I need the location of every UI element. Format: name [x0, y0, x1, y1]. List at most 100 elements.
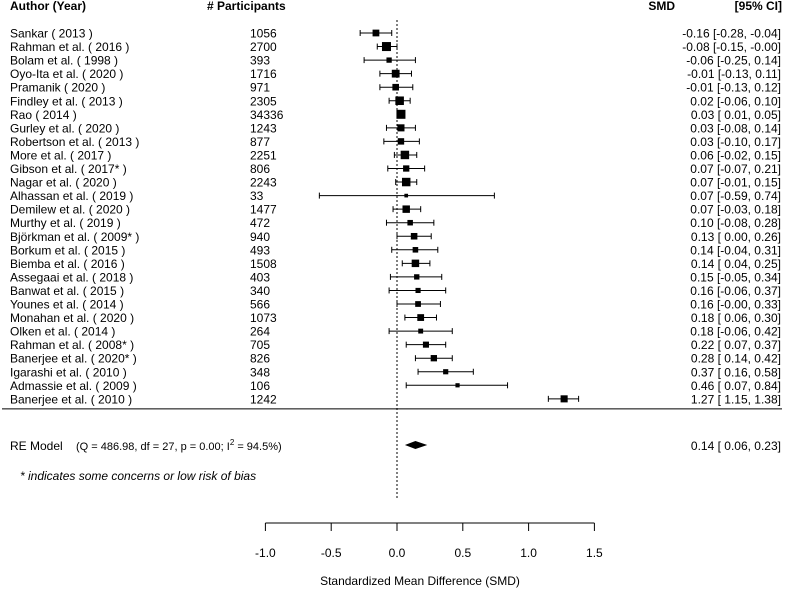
study-label: Olken et al. ( 2014 ) — [10, 325, 115, 339]
study-ci-text: 0.37 [ 0.16, 0.58] — [691, 365, 781, 379]
study-participants: 403 — [250, 270, 270, 284]
study-ci-text: 0.03 [ 0.01, 0.05] — [691, 108, 781, 122]
study-label: Murthy et al. ( 2019 ) — [10, 216, 121, 230]
study-row: Murthy et al. ( 2019 ) 472 0.10 [-0.08, 0.… — [10, 216, 781, 230]
study-row: Igarashi et al. ( 2010 ) 348 0.37 [ 0.16, … — [10, 365, 781, 379]
effect-point — [412, 247, 419, 253]
study-ci-text: -0.01 [-0.13, 0.12] — [686, 81, 781, 95]
study-row: Banwat et al. ( 2015 ) 340 0.16 [-0.06, 0.… — [10, 284, 781, 298]
effect-point — [402, 205, 410, 213]
effect-point — [415, 287, 421, 294]
study-participants: 1508 — [250, 257, 277, 271]
study-ci-text: 0.16 [-0.00, 0.33] — [690, 298, 781, 312]
summary-label: RE Model — [10, 439, 63, 453]
study-ci-text: 0.03 [-0.08, 0.14] — [690, 121, 781, 135]
effect-point — [396, 109, 406, 119]
effect-point — [386, 57, 392, 63]
study-label: Gurley et al. ( 2020 ) — [10, 121, 119, 135]
effect-point — [395, 96, 404, 106]
study-label: Rahman et al. ( 2016 ) — [10, 40, 129, 54]
study-row: Alhassan et al. ( 2019 ) 33 0.07 [-0.59, 0… — [10, 189, 781, 203]
study-ci-text: 0.13 [ 0.00, 0.26] — [691, 230, 781, 244]
study-label: Nagar et al. ( 2020 ) — [10, 176, 117, 190]
x-axis: -1.0 -0.5 0.0 0.5 1.0 1.5 Standardized Mean D… — [255, 522, 603, 588]
study-rows: Sankar ( 2013 ) 1056 -0.16 [-0.28, -0.04]R… — [10, 27, 781, 407]
effect-point — [560, 395, 568, 403]
header-study: Author (Year) — [10, 0, 86, 13]
study-ci-text: -0.08 [-0.15, -0.00] — [682, 40, 781, 54]
study-row: Oyo-Ita et al. ( 2020 ) 1716 -0.01 [-0.13,… — [10, 67, 781, 81]
footnote: * indicates some concerns or low risk of… — [20, 469, 256, 483]
study-participants: 472 — [250, 216, 270, 230]
effect-point — [455, 383, 460, 388]
study-participants: 106 — [250, 379, 270, 393]
study-row: Pramanik ( 2020 ) 971 -0.01 [-0.13, 0.12] — [10, 81, 781, 95]
study-participants: 877 — [250, 135, 270, 149]
study-participants: 2305 — [250, 94, 277, 108]
study-label: Banwat et al. ( 2015 ) — [10, 284, 124, 298]
study-ci-text: 0.07 [-0.03, 0.18] — [690, 203, 781, 217]
study-label: Banerjee et al. ( 2010 ) — [10, 392, 132, 406]
study-participants: 1243 — [250, 121, 277, 135]
summary-row: RE Model (Q = 486.98, df = 27, p = 0.00;… — [10, 438, 781, 453]
study-row: Rao ( 2014 ) 34336 0.03 [ 0.01, 0.05] — [10, 108, 781, 122]
study-ci-text: 0.14 [ 0.04, 0.25] — [691, 257, 781, 271]
header-participants: # Participants — [207, 0, 286, 13]
x-tick-label: 0.0 — [389, 546, 406, 560]
summary-stats-end: = 94.5%) — [234, 441, 281, 453]
study-participants: 493 — [250, 243, 270, 257]
effect-point — [400, 150, 410, 160]
study-participants: 1716 — [250, 67, 277, 81]
study-label: Admassie et al. ( 2009 ) — [10, 379, 137, 393]
study-participants: 2251 — [250, 148, 277, 162]
study-row: Björkman et al. ( 2009* ) 940 0.13 [ 0.00,… — [10, 230, 781, 244]
study-label: Björkman et al. ( 2009* ) — [10, 230, 139, 244]
study-ci-text: 0.28 [ 0.14, 0.42] — [691, 352, 781, 366]
study-label: Bolam et al. ( 1998 ) — [10, 54, 118, 68]
study-ci-text: 0.07 [-0.01, 0.15] — [690, 176, 781, 190]
study-row: Olken et al. ( 2014 ) 264 0.18 [-0.06, 0.4… — [10, 325, 781, 339]
study-ci-text: 0.22 [ 0.07, 0.37] — [691, 338, 781, 352]
effect-point — [418, 328, 424, 334]
effect-point — [401, 177, 411, 187]
effect-point — [410, 232, 418, 240]
study-participants: 566 — [250, 298, 270, 312]
study-ci-text: 0.07 [-0.59, 0.74] — [690, 189, 781, 203]
study-ci-text: 1.27 [ 1.15, 1.38] — [691, 392, 781, 406]
effect-point — [397, 138, 405, 145]
study-participants: 2243 — [250, 176, 277, 190]
study-ci-text: 0.10 [-0.08, 0.28] — [690, 216, 781, 230]
study-participants: 705 — [250, 338, 270, 352]
summary-stats: (Q = 486.98, df = 27, p = 0.00; I2 = 94.… — [76, 438, 282, 453]
study-row: Bolam et al. ( 1998 ) 393 -0.06 [-0.25, 0.… — [10, 54, 781, 68]
study-row: Sankar ( 2013 ) 1056 -0.16 [-0.28, -0.04] — [10, 27, 781, 41]
table-header: Author (Year) # Participants SMD [95% CI… — [10, 0, 782, 13]
study-participants: 33 — [250, 189, 264, 203]
study-label: Borkum et al. ( 2015 ) — [10, 243, 125, 257]
study-ci-text: 0.03 [-0.10, 0.17] — [690, 135, 781, 149]
x-axis-title: Standardized Mean Difference (SMD) — [320, 574, 520, 588]
effect-point — [430, 355, 438, 362]
effect-point — [422, 341, 429, 348]
study-row: Assegaai et al. ( 2018 ) 403 0.15 [-0.05, … — [10, 270, 781, 284]
study-row: Demilew et al. ( 2020 ) 1477 0.07 [-0.03, … — [10, 203, 781, 217]
effect-point — [404, 193, 409, 198]
study-label: Alhassan et al. ( 2019 ) — [10, 189, 133, 203]
study-ci-text: 0.14 [-0.04, 0.31] — [690, 243, 781, 257]
study-label: Demilew et al. ( 2020 ) — [10, 203, 130, 217]
study-label: Rahman et al. ( 2008* ) — [10, 338, 134, 352]
summary-stats-main: (Q = 486.98, df = 27, p = 0.00; I — [76, 441, 230, 453]
study-row: Younes et al. ( 2014 ) 566 0.16 [-0.00, 0.… — [10, 298, 781, 312]
study-participants: 264 — [250, 325, 270, 339]
effect-point — [407, 219, 413, 226]
study-ci-text: 0.18 [ 0.06, 0.30] — [691, 311, 781, 325]
study-row: Robertson et al. ( 2013 ) 877 0.03 [-0.10,… — [10, 135, 781, 149]
x-tick-label: 1.5 — [586, 546, 603, 560]
study-participants: 393 — [250, 54, 270, 68]
study-label: Assegaai et al. ( 2018 ) — [10, 270, 133, 284]
study-label: Biemba et al. ( 2016 ) — [10, 257, 125, 271]
study-ci-text: 0.15 [-0.05, 0.34] — [690, 270, 781, 284]
effect-point — [391, 69, 400, 78]
effect-point — [392, 83, 399, 91]
study-participants: 806 — [250, 162, 270, 176]
